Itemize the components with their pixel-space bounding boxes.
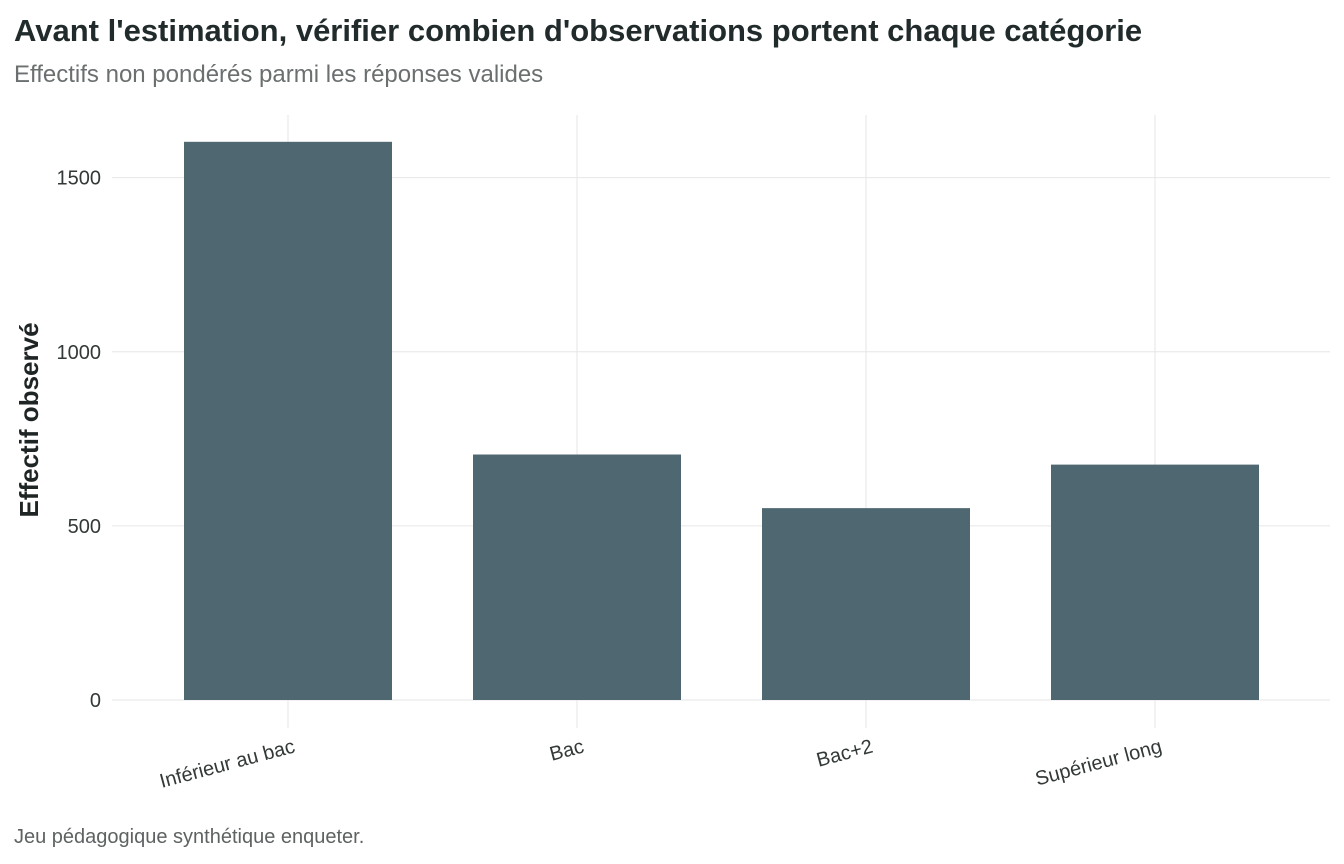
bar (184, 141, 392, 700)
bars (184, 141, 1259, 700)
x-tick-label: Bac+2 (814, 736, 875, 772)
chart-subtitle: Effectifs non pondérés parmi les réponse… (14, 61, 543, 88)
x-tick-label: Inférieur au bac (157, 736, 297, 793)
x-tick-label: Bac (547, 736, 586, 766)
y-tick-label: 1000 (57, 342, 102, 364)
bar (1051, 464, 1259, 700)
y-tick-label: 0 (90, 690, 101, 712)
y-tick-label: 1500 (57, 168, 102, 190)
y-tick-label: 500 (68, 516, 101, 538)
x-tick-label: Supérieur long (1033, 736, 1164, 791)
y-axis-label: Effectif observé (14, 322, 44, 517)
y-axis-ticks: 0 500 1000 1500 (57, 168, 102, 712)
x-gridlines (287, 115, 1156, 728)
x-axis-ticks: Inférieur au bac Bac Bac+2 Supérieur long (157, 736, 1164, 793)
chart-title: Avant l'estimation, vérifier combien d'o… (14, 13, 1142, 48)
chart-caption: Jeu pédagogique synthétique enqueter. (14, 826, 364, 848)
bar (762, 508, 970, 700)
bar (473, 454, 681, 700)
